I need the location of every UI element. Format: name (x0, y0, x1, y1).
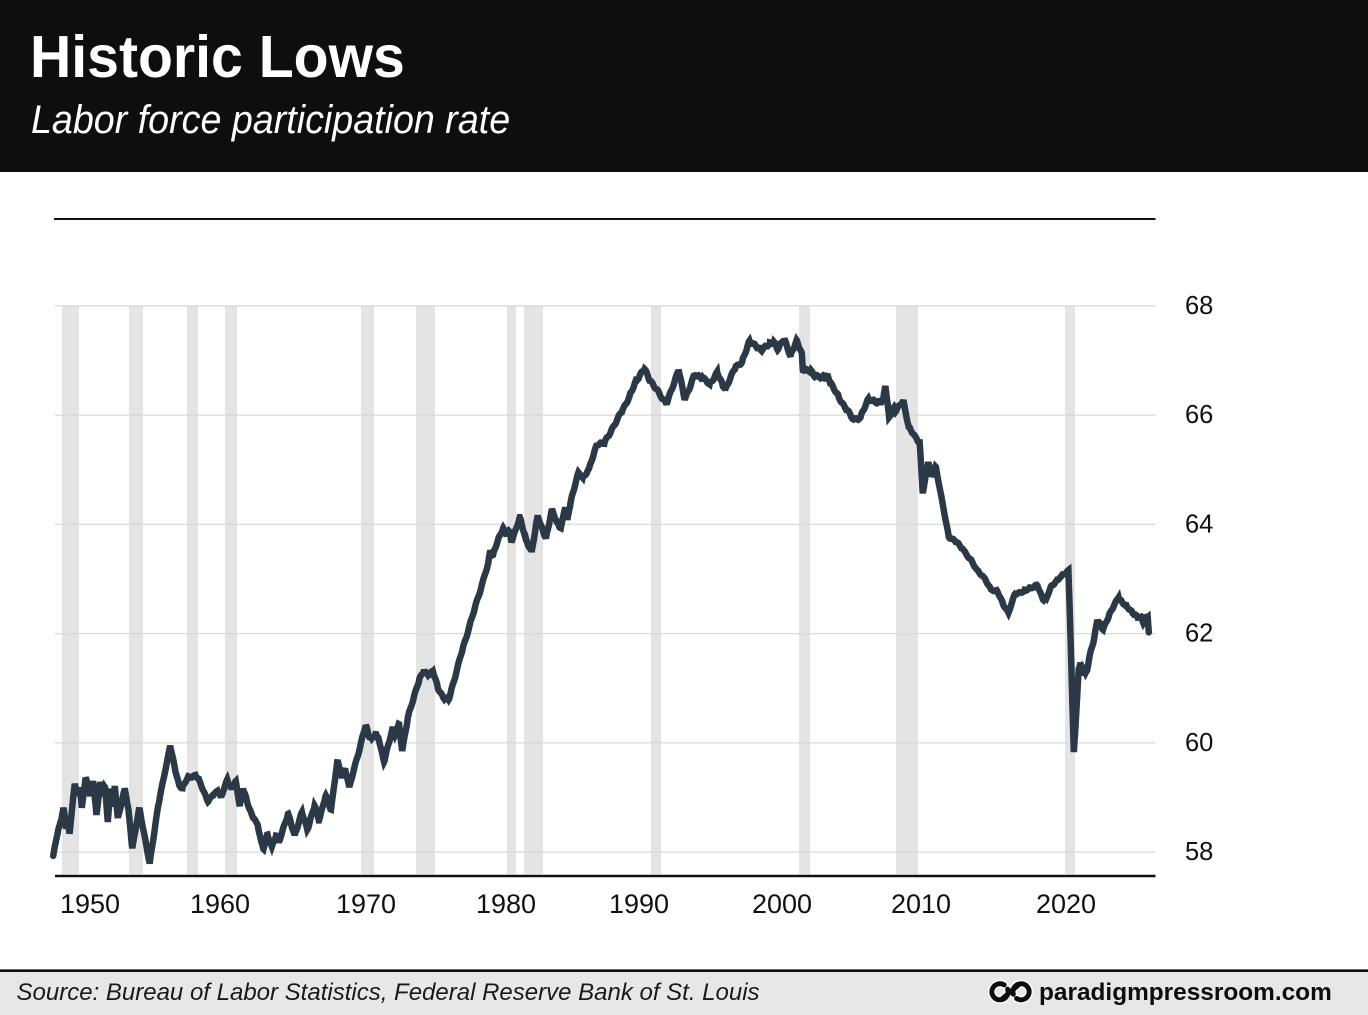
svg-text:64: 64 (1185, 510, 1213, 538)
svg-text:1950: 1950 (60, 889, 120, 919)
svg-text:58: 58 (1185, 838, 1213, 866)
svg-text:66: 66 (1185, 401, 1213, 429)
svg-text:2020: 2020 (1036, 889, 1096, 919)
svg-text:1960: 1960 (190, 889, 250, 919)
svg-text:2010: 2010 (891, 889, 951, 919)
svg-text:2000: 2000 (752, 889, 812, 919)
svg-text:1970: 1970 (336, 889, 396, 919)
svg-text:62: 62 (1185, 620, 1213, 648)
svg-text:1980: 1980 (476, 889, 536, 919)
svg-text:68: 68 (1185, 292, 1213, 320)
svg-text:1990: 1990 (609, 889, 669, 919)
svg-text:60: 60 (1185, 729, 1213, 757)
